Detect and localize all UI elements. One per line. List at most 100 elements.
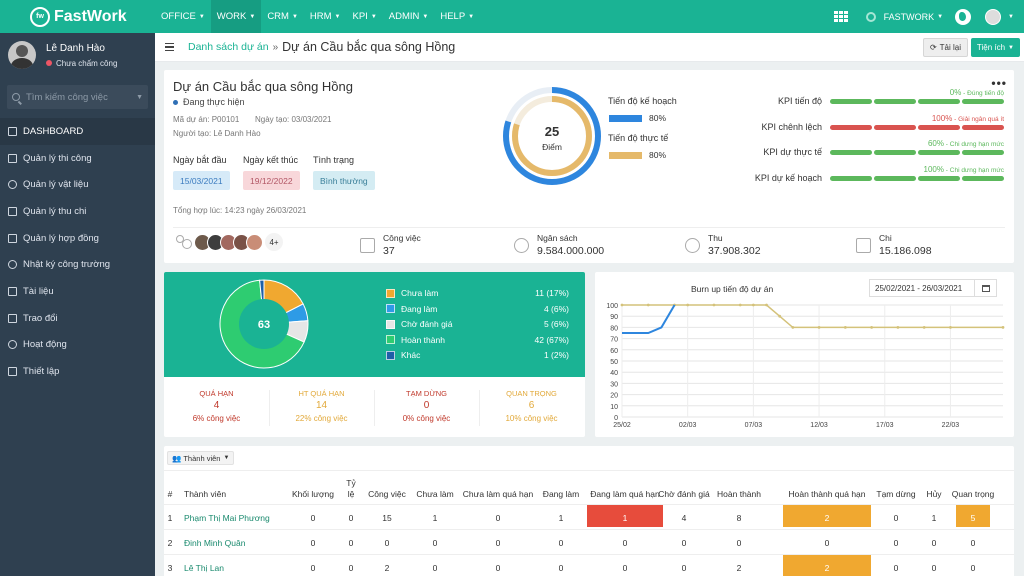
calendar-icon[interactable]: [974, 280, 996, 296]
kpi-bar-segment: [830, 124, 872, 130]
task-legend-item[interactable]: Khác 1 (2%): [386, 348, 569, 362]
legend-swatch: [386, 319, 395, 329]
main-menu: OFFICE ▼ WORK ▼ CRM ▼ HRM ▼ KPI ▼ ADMIN ▼ HELP ▼: [155, 0, 480, 33]
sidebar-item-1[interactable]: Quản lý thi công: [0, 145, 155, 172]
y-tick-label: 0: [614, 415, 618, 422]
column-header[interactable]: Chưa làm: [416, 489, 454, 499]
members-icon: [174, 234, 192, 250]
table-cell: 2: [384, 563, 390, 573]
top-menu-hrm[interactable]: HRM ▼: [304, 0, 347, 33]
column-header[interactable]: Tỷ lệ: [346, 478, 356, 499]
search-icon: [12, 93, 20, 101]
project-state: Đang thực hiện: [173, 97, 245, 107]
sidebar-item-7[interactable]: Trao đổi: [0, 305, 155, 332]
column-header[interactable]: Hoàn thành: [717, 489, 761, 499]
sidebar-item-4[interactable]: Quản lý hợp đồng: [0, 225, 155, 252]
column-header[interactable]: Công việc: [368, 489, 406, 499]
quick-stat[interactable]: TẠM DỪNG 0 0% công việc: [374, 389, 479, 423]
member-name-link[interactable]: Lê Thị Lan: [184, 563, 225, 573]
apps-grid-icon[interactable]: [833, 10, 848, 23]
kpi-label: KPI tiến độ: [777, 96, 822, 106]
stat-tasks: Công việc 37: [360, 233, 421, 257]
chevron-down-icon: ▼: [223, 455, 230, 461]
members-more-badge[interactable]: 4+: [265, 233, 283, 251]
column-header[interactable]: Đang làm quá hạn: [590, 489, 660, 499]
quick-stat[interactable]: QUAN TRỌNG 6 10% công việc: [479, 389, 584, 423]
series-point: [620, 303, 624, 307]
top-menu-help[interactable]: HELP ▼: [434, 0, 480, 33]
column-header[interactable]: Chờ đánh giá: [658, 489, 710, 499]
table-cell: 0: [432, 538, 438, 548]
user-profile[interactable]: Lê Danh Hào Chưa chấm công: [0, 33, 155, 77]
quick-stat-value: 14: [315, 400, 328, 411]
task-search-input[interactable]: Tìm kiếm công việc ▼: [7, 85, 148, 109]
top-menu-kpi[interactable]: KPI ▼: [347, 0, 383, 33]
top-menu-office[interactable]: OFFICE ▼: [155, 0, 211, 33]
task-legend-item[interactable]: Chưa làm 11 (17%): [386, 286, 569, 300]
series-point: [712, 303, 716, 307]
task-legend-item[interactable]: Đang làm 4 (6%): [386, 302, 569, 316]
sidebar-item-label: Quản lý hợp đồng: [23, 232, 99, 244]
column-header[interactable]: Tạm dừng: [876, 489, 916, 499]
task-legend-item[interactable]: Chờ đánh giá 5 (6%): [386, 317, 569, 331]
row-divider: [164, 504, 1014, 505]
sidebar-item-3[interactable]: Quản lý thu chi: [0, 198, 155, 225]
menu-toggle-icon[interactable]: [165, 41, 174, 54]
breadcrumb-project-list[interactable]: Danh sách dự án: [188, 41, 269, 53]
member-avatars[interactable]: 4+: [174, 233, 283, 251]
budget-icon: [514, 237, 529, 253]
sidebar-item-6[interactable]: Tài liệu: [0, 278, 155, 305]
column-header[interactable]: Thành viên: [184, 489, 227, 499]
quick-stat[interactable]: HT QUÁ HẠN 14 22% công việc: [269, 389, 374, 423]
column-header[interactable]: Đang làm: [542, 489, 580, 499]
date-range-picker[interactable]: 25/02/2021 - 26/03/2021: [869, 279, 997, 297]
column-header[interactable]: #: [167, 489, 173, 499]
top-menu-admin[interactable]: ADMIN ▼: [383, 0, 435, 33]
sidebar-item-9[interactable]: Thiết lập: [0, 358, 155, 385]
column-header[interactable]: Khối lượng: [292, 489, 334, 499]
sidebar-item-5[interactable]: Nhật ký công trường: [0, 251, 155, 278]
task-legend-item[interactable]: Hoàn thành 42 (67%): [386, 333, 569, 347]
reload-button[interactable]: ⟳ Tải lại: [922, 38, 968, 57]
top-menu-label: WORK: [216, 11, 247, 22]
app-logo[interactable]: fw FastWork: [0, 0, 155, 33]
user-avatar[interactable]: [985, 8, 1002, 25]
legend-swatch: [386, 304, 395, 313]
member-filter-button[interactable]: 👥 Thành viên ▼: [167, 451, 235, 465]
quick-stat-value: 4: [213, 400, 220, 411]
chevron-down-icon[interactable]: ▼: [1008, 13, 1014, 20]
top-menu-label: HRM: [309, 11, 332, 22]
sidebar-item-label: DASHBOARD: [23, 125, 84, 137]
member-name-link[interactable]: Đinh Minh Quân: [184, 538, 246, 548]
kpi-bar-segment: [962, 99, 1004, 104]
sidebar-item-8[interactable]: Hoạt động: [0, 332, 155, 359]
sidebar-item-label: Tài liệu: [23, 285, 54, 297]
book-icon: [8, 286, 17, 296]
legend-count-pct: (6%): [551, 303, 569, 314]
palette-icon: [8, 126, 17, 136]
sidebar-item-0[interactable]: DASHBOARD: [0, 118, 155, 145]
top-menu-crm[interactable]: CRM ▼: [261, 0, 304, 33]
table-cell: 0: [432, 563, 438, 573]
progress-donut: 25 Điểm: [503, 87, 601, 185]
top-menu-work[interactable]: WORK ▼: [210, 0, 262, 33]
legend-count: 4 (6%): [544, 304, 569, 314]
company-switcher[interactable]: FASTWORK ▼: [865, 11, 943, 22]
utilities-button[interactable]: Tiện ích ▼: [970, 38, 1020, 57]
pie-total: 63: [258, 319, 270, 331]
x-tick-label: 02/03: [679, 422, 697, 429]
x-tick-label: 25/02: [613, 422, 631, 429]
sidebar-item-2[interactable]: Quản lý vật liệu: [0, 171, 155, 198]
column-header[interactable]: Quan trọng: [951, 489, 995, 499]
quick-stat-sub: 10% công việc: [505, 414, 558, 423]
column-header[interactable]: Chưa làm quá hạn: [462, 489, 534, 499]
file-icon: [8, 233, 17, 243]
quick-stat[interactable]: QUÁ HẠN 4 6% công việc: [164, 389, 269, 423]
language-globe-icon[interactable]: [955, 8, 972, 25]
column-header[interactable]: Hoàn thành quá hạn: [788, 489, 866, 499]
series-point: [686, 303, 690, 307]
document-icon: [360, 237, 375, 253]
more-options-icon[interactable]: •••: [991, 76, 1007, 90]
member-name-link[interactable]: Phạm Thị Mai Phương: [184, 513, 270, 523]
column-header[interactable]: Hủy: [926, 489, 942, 499]
